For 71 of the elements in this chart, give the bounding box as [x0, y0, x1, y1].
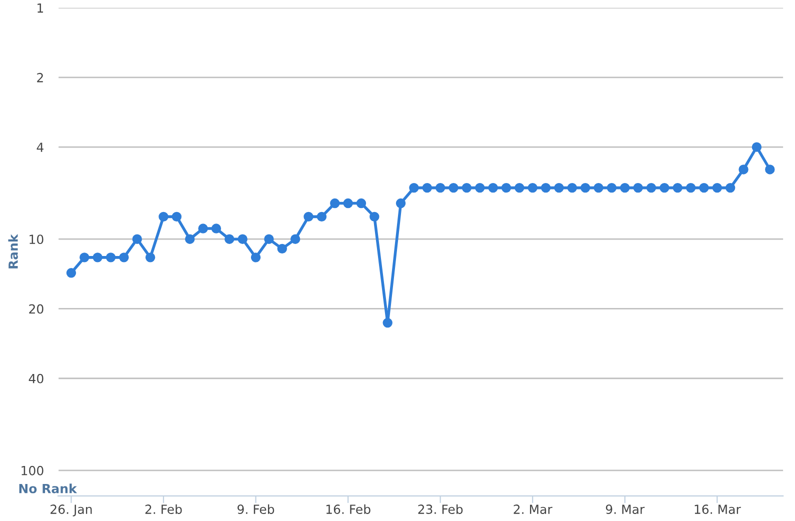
x-tick-label: 23. Feb [418, 504, 463, 514]
point [501, 182, 512, 193]
point [738, 164, 748, 174]
point [132, 234, 142, 244]
point [686, 182, 696, 193]
point [224, 234, 234, 244]
y-tick-label: 100 [22, 466, 44, 476]
point [725, 182, 736, 193]
x-tick-label: 16. Mar [694, 504, 741, 514]
point [488, 182, 498, 193]
point [198, 224, 208, 234]
y-tick-label: 10 [30, 234, 44, 244]
point [633, 182, 643, 193]
point [660, 182, 670, 193]
x-tick-label: 2. Feb [145, 504, 182, 514]
point [606, 182, 617, 193]
point [92, 252, 102, 262]
point [172, 212, 182, 222]
point [277, 244, 287, 254]
point [316, 212, 327, 222]
point [646, 182, 656, 193]
point [185, 234, 195, 244]
point [158, 212, 168, 222]
y-tick-label: 20 [29, 304, 44, 314]
x-tick-label: 16. Feb [326, 504, 370, 514]
y-tick-label: 2 [37, 72, 43, 82]
point [672, 182, 682, 193]
point [264, 234, 274, 244]
y-axis-title: Rank [8, 234, 18, 268]
point [211, 224, 222, 234]
point [370, 212, 380, 222]
point [409, 182, 419, 193]
x-tick-label: 9. Mar [606, 504, 645, 514]
point [119, 252, 129, 262]
point [304, 212, 314, 222]
point [290, 234, 300, 244]
point [250, 252, 261, 262]
point [462, 182, 472, 193]
point [514, 182, 524, 193]
point [356, 198, 366, 208]
point [620, 182, 630, 193]
annotation: No Rank [19, 484, 78, 494]
point [528, 182, 538, 193]
point [80, 252, 90, 262]
point [435, 182, 446, 193]
point [554, 182, 564, 193]
point [343, 198, 353, 208]
x-tick-label: 9. Feb [238, 504, 274, 514]
point [382, 318, 392, 328]
point [594, 182, 604, 193]
point [145, 252, 156, 262]
point [540, 182, 551, 193]
point [66, 268, 76, 278]
point [712, 182, 722, 193]
y-tick-label: 1 [38, 3, 43, 13]
x-tick-label: 26. Jan [50, 504, 92, 516]
point [765, 164, 775, 174]
point [752, 142, 762, 152]
y-tick-label: 40 [28, 374, 44, 384]
point [475, 182, 485, 193]
point [699, 182, 709, 193]
point [330, 198, 340, 208]
point [448, 182, 458, 193]
point [567, 182, 578, 193]
point [106, 252, 116, 262]
point [422, 182, 432, 193]
point [580, 182, 590, 193]
point [238, 234, 248, 244]
y-tick-label: 4 [36, 142, 44, 152]
x-tick-label: 2. Mar [514, 504, 552, 514]
point [396, 198, 406, 208]
